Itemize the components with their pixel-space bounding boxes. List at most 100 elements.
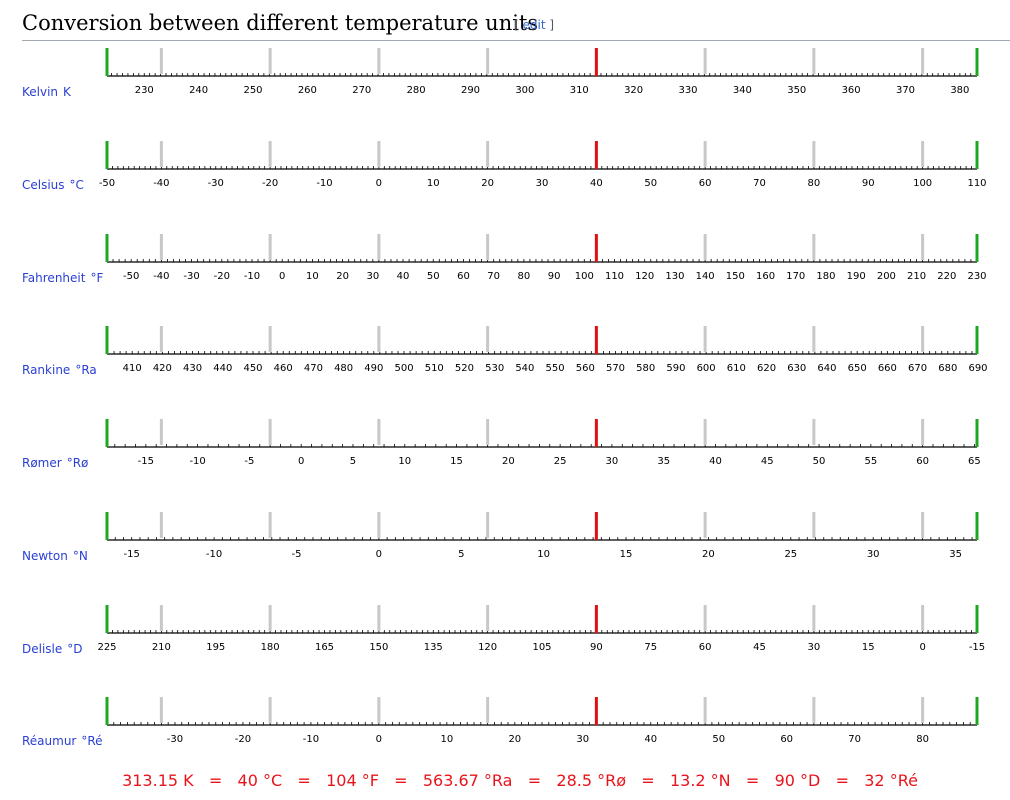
tick-label: 5 xyxy=(350,456,356,467)
converted-value: 563.67 °Ra xyxy=(422,771,513,790)
endpoint-marker xyxy=(105,512,109,540)
unit-symbol: °C xyxy=(70,178,84,192)
tick-label: 55 xyxy=(864,456,877,467)
endpoint-marker xyxy=(105,326,109,354)
endpoint-marker xyxy=(105,605,109,633)
tick-label: 130 xyxy=(665,271,684,282)
tick-label: 440 xyxy=(213,363,232,374)
converted-value: 13.2 °N xyxy=(669,771,731,790)
unit-label: Delisle °D xyxy=(22,642,83,656)
tick-label: -10 xyxy=(206,549,222,560)
endpoint-marker xyxy=(105,697,109,725)
equals-sign: = xyxy=(193,771,238,790)
tick-label: 30 xyxy=(576,734,589,745)
tick-label: 200 xyxy=(877,271,896,282)
converted-value: 28.5 °Rø xyxy=(556,771,627,790)
tick-label: 540 xyxy=(515,363,534,374)
tick-label: 35 xyxy=(949,549,962,560)
reference-marker xyxy=(377,697,381,723)
reference-marker xyxy=(486,512,490,538)
tick-label: -5 xyxy=(291,549,301,560)
converted-value: 313.15 K xyxy=(122,771,194,790)
tick-label: 580 xyxy=(636,363,655,374)
tick-label: 410 xyxy=(123,363,142,374)
tick-label: 165 xyxy=(315,642,334,653)
unit-name: Celsius xyxy=(22,178,65,192)
endpoint-marker xyxy=(975,48,979,76)
unit-name: Delisle xyxy=(22,642,62,656)
tick-label: 160 xyxy=(756,271,775,282)
tick-label: -30 xyxy=(167,734,183,745)
scale-2: -50 -40 -30 -20 -10 0 10 20 30 40 50 60 70 80 90 100 110… xyxy=(22,141,987,192)
unit-label: Rømer °Rø xyxy=(22,456,88,470)
tick-label: -50 xyxy=(99,178,115,189)
tick-label: 190 xyxy=(847,271,866,282)
reference-marker xyxy=(159,419,163,445)
tick-label: 90 xyxy=(862,178,875,189)
unit-name: Rankine xyxy=(22,363,70,377)
tick-label: 110 xyxy=(605,271,624,282)
tick-label: 290 xyxy=(461,85,480,96)
tick-label: 230 xyxy=(967,271,986,282)
equals-sign: = xyxy=(282,771,327,790)
endpoint-marker xyxy=(975,512,979,540)
tick-label: 690 xyxy=(968,363,987,374)
reference-marker xyxy=(268,697,272,723)
tick-label: 610 xyxy=(727,363,746,374)
unit-label: Kelvin K xyxy=(22,85,72,99)
current-value-marker xyxy=(594,141,598,169)
tick-label: 40 xyxy=(644,734,657,745)
reference-marker xyxy=(703,48,707,74)
tick-label: 90 xyxy=(548,271,561,282)
unit-label: Newton °N xyxy=(22,549,88,563)
tick-label: 490 xyxy=(364,363,383,374)
tick-label: 135 xyxy=(424,642,443,653)
reference-marker xyxy=(486,697,490,723)
tick-label: 380 xyxy=(950,85,969,96)
endpoint-marker xyxy=(975,697,979,725)
scale-6: -15 -10 -5 0 5 10 15 20 25 30 35 Newton °N xyxy=(22,512,979,563)
tick-label: 450 xyxy=(243,363,262,374)
reference-marker xyxy=(921,512,925,538)
reference-marker xyxy=(921,141,925,167)
reference-marker xyxy=(703,697,707,723)
unit-symbol: °Ra xyxy=(75,363,96,377)
reference-marker xyxy=(377,234,381,260)
tick-label: -30 xyxy=(183,271,199,282)
tick-label: -20 xyxy=(235,734,251,745)
tick-label: 35 xyxy=(657,456,670,467)
tick-label: 50 xyxy=(644,178,657,189)
unit-name: Rømer xyxy=(22,456,62,470)
tick-label: 480 xyxy=(334,363,353,374)
edit-link[interactable]: edit xyxy=(522,18,546,32)
section-heading: Conversion between different temperature… xyxy=(22,10,1010,41)
tick-label: 30 xyxy=(606,456,619,467)
tick-label: 10 xyxy=(306,271,319,282)
tick-label: 340 xyxy=(733,85,752,96)
tick-label: -40 xyxy=(153,271,169,282)
tick-label: 15 xyxy=(620,549,633,560)
tick-label: -20 xyxy=(262,178,278,189)
edit-bracket-open: [ xyxy=(514,18,519,32)
reference-marker xyxy=(159,326,163,352)
equals-sign: = xyxy=(626,771,670,790)
tick-label: 10 xyxy=(440,734,453,745)
scale-8: -30 -20 -10 0 10 20 30 40 50 60 70 80 Réaumur °Ré xyxy=(22,697,979,748)
tick-label: 20 xyxy=(336,271,349,282)
tick-label: 150 xyxy=(726,271,745,282)
tick-label: 30 xyxy=(808,642,821,653)
reference-marker xyxy=(268,605,272,631)
reference-marker xyxy=(921,605,925,631)
reference-marker xyxy=(486,141,490,167)
tick-label: 650 xyxy=(848,363,867,374)
tick-label: 530 xyxy=(485,363,504,374)
tick-label: 640 xyxy=(817,363,836,374)
temperature-scales: 230 240 250 260 270 280 290 300 310 320 330 340 350 3… xyxy=(22,48,988,748)
current-value-marker xyxy=(594,48,598,76)
reference-marker xyxy=(159,141,163,167)
tick-label: 0 xyxy=(376,734,382,745)
tick-label: 10 xyxy=(427,178,440,189)
unit-label: Rankine °Ra xyxy=(22,363,97,377)
tick-label: 60 xyxy=(457,271,470,282)
reference-marker xyxy=(377,512,381,538)
